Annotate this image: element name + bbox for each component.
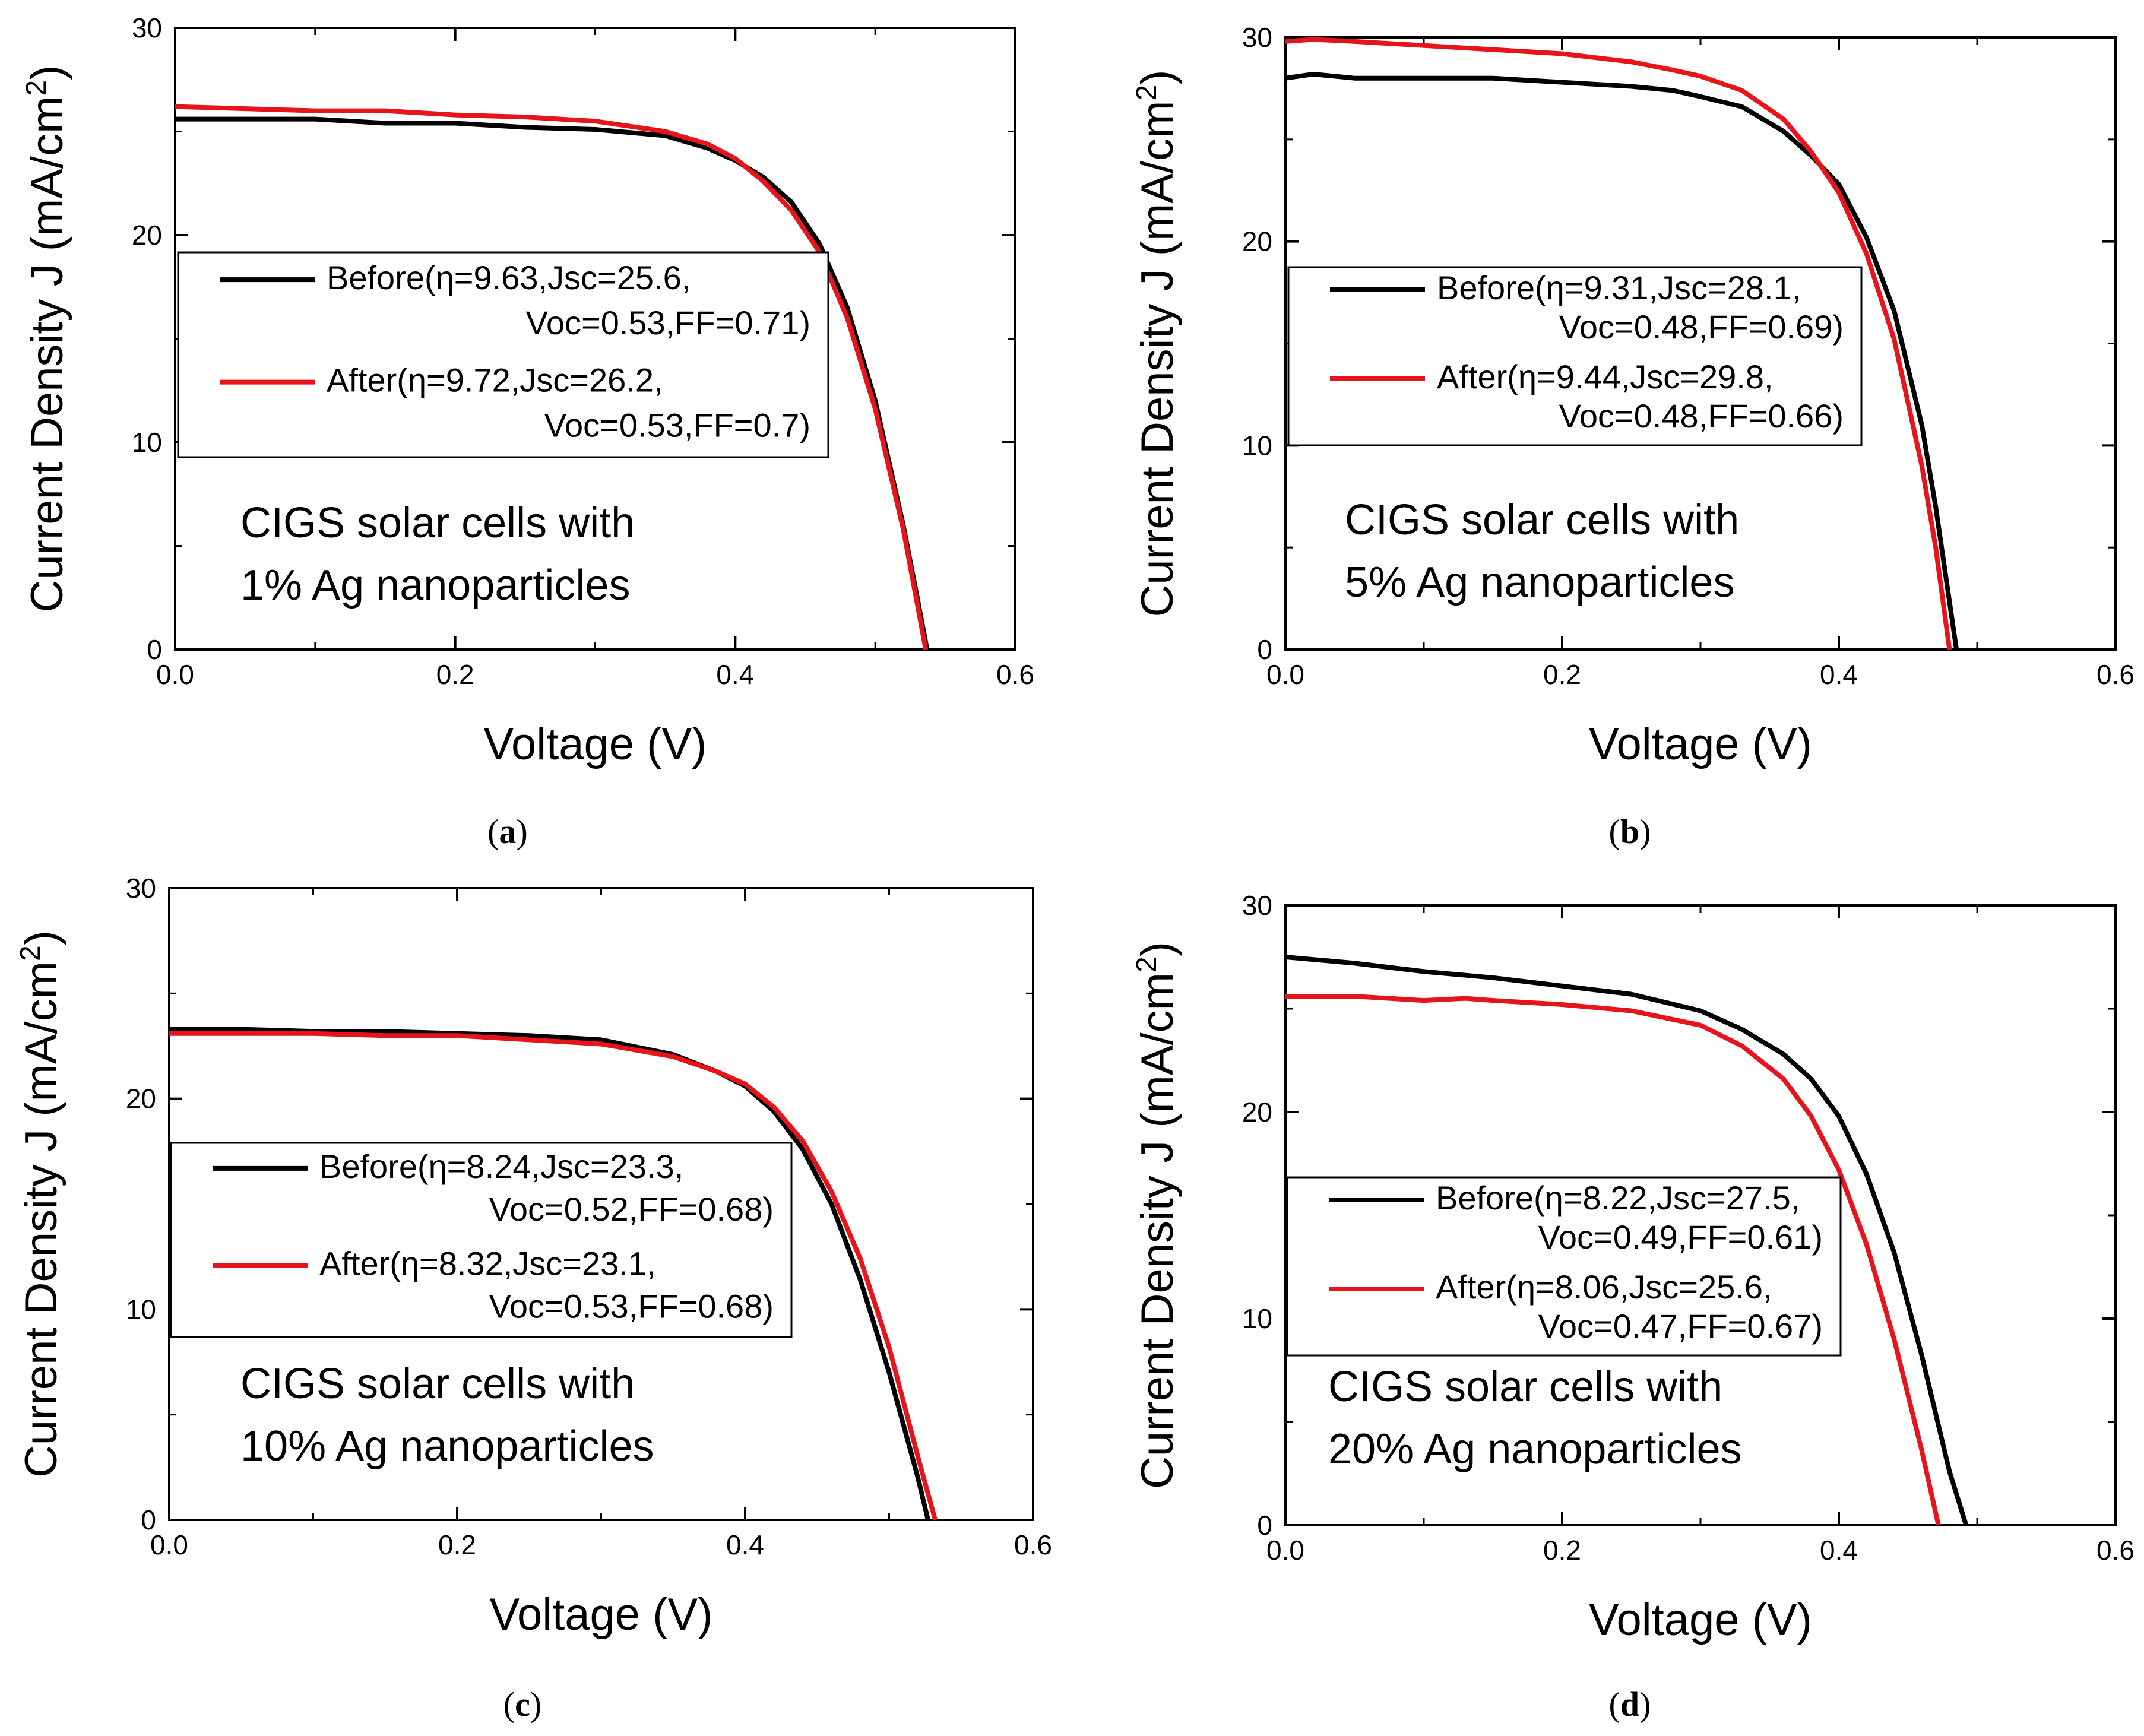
- x-tick-label: 0.6: [1014, 1529, 1052, 1560]
- legend-label-before: Before(η=9.63,Jsc=25.6,: [327, 259, 691, 296]
- legend: Before(η=9.63,Jsc=25.6, Voc=0.53,FF=0.71)…: [177, 251, 829, 458]
- series-line-after: [175, 104, 929, 650]
- legend-box: [1286, 1176, 1842, 1357]
- x-tick-label: 0.6: [996, 659, 1034, 690]
- y-tick-label: 20: [1242, 1097, 1272, 1127]
- legend-label-after: After(η=9.72,Jsc=26.2,: [327, 362, 663, 399]
- series-line-before: [1285, 71, 1959, 650]
- panel-caption: (a): [487, 812, 528, 851]
- legend-label-after-line2: Voc=0.47,FF=0.67): [1538, 1307, 1823, 1345]
- y-axis-title-superscript: 2: [15, 945, 46, 961]
- annotation-line: CIGS solar cells with: [240, 1360, 635, 1408]
- y-axis-title-close: ): [22, 65, 72, 80]
- annotation-line: 5% Ag nanoparticles: [1345, 559, 1734, 606]
- x-tick-label: 0.4: [716, 659, 754, 690]
- annotation-line: 1% Ag nanoparticles: [240, 562, 630, 609]
- legend: Before(η=8.22,Jsc=27.5,Voc=0.49,FF=0.61)…: [1286, 1176, 1842, 1357]
- y-tick-label: 0: [147, 634, 162, 665]
- series-line-after: [169, 1031, 938, 1520]
- x-tick-label: 0.0: [156, 659, 194, 690]
- y-tick-label: 10: [1242, 1303, 1272, 1334]
- y-axis-title-superscript: 2: [1131, 956, 1163, 972]
- annotation-line: CIGS solar cells with: [1345, 496, 1739, 544]
- y-tick-label: 30: [1242, 890, 1272, 921]
- legend-label-before: Before(η=9.31,Jsc=28.1,: [1437, 269, 1801, 306]
- x-tick-label: 0.0: [1266, 659, 1304, 690]
- legend-label-after: After(η=9.44,Jsc=29.8,: [1437, 358, 1774, 395]
- legend-label-before-line2: Voc=0.48,FF=0.69): [1559, 308, 1844, 346]
- y-tick-label: 10: [132, 427, 162, 458]
- x-axis-title: Voltage (V): [490, 1589, 713, 1640]
- series-line-after: [1285, 37, 1952, 650]
- panel-caption: (d): [1609, 1685, 1651, 1724]
- legend: Before(η=8.24,Jsc=23.3, Voc=0.52,FF=0.68)…: [170, 1142, 793, 1338]
- annotation-line: CIGS solar cells with: [1328, 1363, 1722, 1411]
- legend-label-before-line2: Voc=0.49,FF=0.61): [1538, 1218, 1823, 1256]
- y-tick-label: 20: [126, 1084, 156, 1114]
- legend-label-before: Before(η=8.22,Jsc=27.5,: [1436, 1179, 1800, 1217]
- legend-label-after: After(η=8.32,Jsc=23.1,: [319, 1244, 656, 1282]
- y-axis-title-close: ): [1132, 942, 1183, 956]
- legend-label-before: Before(η=8.24,Jsc=23.3,: [319, 1148, 683, 1185]
- legend-box: [1287, 266, 1863, 446]
- y-tick-label: 30: [126, 873, 156, 904]
- x-tick-label: 0.6: [2097, 659, 2135, 690]
- x-tick-label: 0.0: [1266, 1535, 1304, 1566]
- y-tick-label: 10: [126, 1294, 156, 1325]
- chart-panel-d: 0.0 0.2 0.4 0.6 0 10 20 30 Voltage (V) Current De…: [1131, 890, 2135, 1724]
- legend: Before(η=9.31,Jsc=28.1,Voc=0.48,FF=0.69)…: [1287, 266, 1863, 446]
- legend-label-after-line2: Voc=0.53,FF=0.68): [489, 1287, 774, 1325]
- series-line-before: [1285, 955, 1969, 1525]
- legend-label-before-line2: Voc=0.53,FF=0.71): [526, 304, 810, 341]
- legend-label-after: After(η=8.06,Jsc=25.6,: [1436, 1268, 1772, 1306]
- y-axis-title: Current Density J (mA/cm2): [15, 930, 66, 1478]
- x-tick-label: 0.0: [150, 1529, 188, 1560]
- y-axis-title: Current Density J (mA/cm2): [1131, 70, 1183, 617]
- x-axis-title: Voltage (V): [1589, 719, 1812, 769]
- x-tick-label: 0.2: [436, 659, 474, 690]
- y-tick-label: 10: [1242, 430, 1272, 461]
- annotation-line: 10% Ag nanoparticles: [240, 1423, 654, 1470]
- legend-box: [170, 1142, 793, 1338]
- chart-panel-a: 0.0 0.2 0.4 0.6 0 10 20 30 Voltage (V) Current De…: [21, 12, 1034, 851]
- x-tick-label: 0.2: [438, 1529, 476, 1560]
- x-tick-label: 0.2: [1543, 1535, 1581, 1566]
- y-axis-title-main: Current Density J (mA/cm: [1132, 101, 1183, 617]
- panel-caption: (c): [503, 1685, 541, 1724]
- x-tick-label: 0.6: [2097, 1535, 2135, 1566]
- legend-label-after-line2: Voc=0.53,FF=0.7): [544, 407, 810, 444]
- y-tick-label: 0: [1257, 634, 1272, 665]
- y-tick-label: 20: [132, 220, 162, 251]
- y-axis-title: Current Density J (mA/cm2): [1131, 942, 1183, 1489]
- y-axis-title-close: ): [16, 930, 66, 945]
- legend-label-before-line2: Voc=0.52,FF=0.68): [489, 1190, 774, 1228]
- chart-panel-b: 0.0 0.2 0.4 0.6 0 10 20 30 Voltage (V) Current De…: [1131, 22, 2135, 851]
- y-tick-label: 30: [1242, 22, 1272, 53]
- legend-label-after-line2: Voc=0.48,FF=0.66): [1559, 397, 1844, 435]
- panel-caption: (b): [1609, 812, 1651, 851]
- series-line-after: [1285, 994, 1941, 1525]
- y-tick-label: 0: [1257, 1510, 1272, 1541]
- y-axis-title-superscript: 2: [21, 80, 52, 96]
- x-tick-label: 0.4: [1820, 659, 1858, 690]
- x-axis-title: Voltage (V): [484, 719, 707, 769]
- y-axis-title-main: Current Density J (mA/cm: [16, 961, 66, 1478]
- x-tick-label: 0.2: [1543, 659, 1581, 690]
- y-axis-title-superscript: 2: [1131, 85, 1163, 101]
- y-axis-title-main: Current Density J (mA/cm: [22, 96, 72, 613]
- legend-box: [177, 251, 829, 458]
- y-axis-title-main: Current Density J (mA/cm: [1132, 972, 1183, 1489]
- x-axis-title: Voltage (V): [1589, 1595, 1812, 1645]
- annotation-line: 20% Ag nanoparticles: [1328, 1425, 1741, 1473]
- annotation-line: CIGS solar cells with: [240, 499, 635, 547]
- y-tick-label: 30: [132, 12, 162, 43]
- y-axis-title-close: ): [1132, 70, 1183, 85]
- x-tick-label: 0.4: [726, 1529, 764, 1560]
- y-tick-label: 20: [1242, 226, 1272, 257]
- y-tick-label: 0: [141, 1504, 156, 1535]
- y-axis-title: Current Density J (mA/cm2): [21, 65, 72, 613]
- chart-panel-c: 0.0 0.2 0.4 0.6 0 10 20 30 Voltage (V) Current De…: [15, 873, 1052, 1724]
- x-tick-label: 0.4: [1820, 1535, 1858, 1566]
